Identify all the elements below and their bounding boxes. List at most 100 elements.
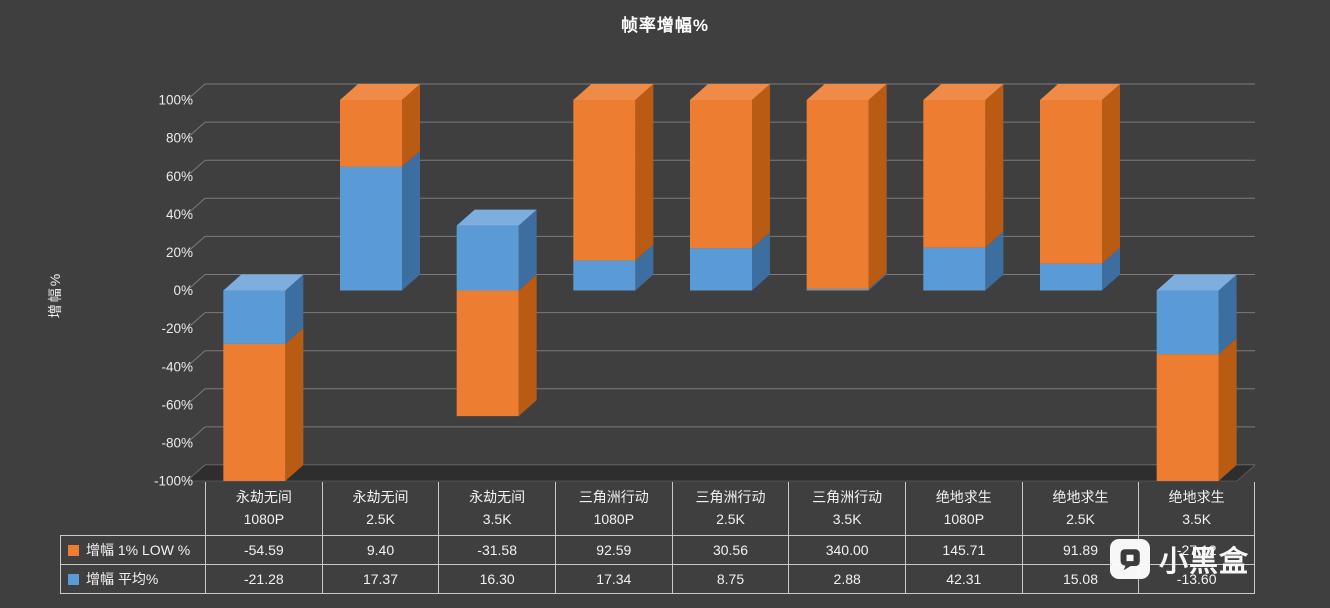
category-line1: 三角洲行动 xyxy=(578,488,649,505)
table-value: 8.75 xyxy=(671,565,789,594)
table-value: 30.56 xyxy=(671,536,789,565)
bar-top-face xyxy=(1040,84,1120,100)
data-table: 永劫无间 1080P 永劫无间 2.5K 永劫无间 3.5K 三角洲行动 1080P 三角洲行动… xyxy=(60,482,1255,594)
bar-segment xyxy=(1156,290,1219,355)
category-line1: 永劫无间 xyxy=(352,488,409,505)
category-label: 三角洲行动 3.5K xyxy=(788,482,905,536)
bar-side-face xyxy=(518,209,537,291)
table-value: 92.59 xyxy=(554,536,672,565)
category-line2: 2.5K xyxy=(366,510,395,527)
bar-side-face xyxy=(635,84,654,261)
y-tick-label: -20% xyxy=(161,321,193,336)
category-label: 绝地求生 3.5K xyxy=(1138,482,1255,536)
bar-top-face xyxy=(456,209,537,226)
bar-side-face xyxy=(752,232,770,291)
category-label: 永劫无间 1080P xyxy=(205,482,322,536)
bar-side-face xyxy=(868,84,887,289)
category-line2: 2.5K xyxy=(716,510,745,527)
gridline-wall-joint xyxy=(186,274,206,291)
table-value: -13.60 xyxy=(1138,565,1255,594)
gridline-wall-joint xyxy=(186,388,206,406)
table-value: 91.89 xyxy=(1021,536,1139,565)
bar-top-face xyxy=(806,84,887,100)
category-line1: 永劫无间 xyxy=(469,488,526,505)
bar-segment xyxy=(690,248,752,291)
bar-segment xyxy=(923,247,986,291)
gridline-wall-joint xyxy=(186,121,206,139)
bar-segment xyxy=(223,343,286,481)
category-line1: 绝地求生 xyxy=(1168,488,1225,505)
y-tick-label: 20% xyxy=(166,245,193,260)
bar-side-face xyxy=(1102,247,1120,291)
bar-top-face xyxy=(340,84,420,100)
bar-segment xyxy=(1040,100,1102,264)
category-line2: 2.5K xyxy=(1066,510,1095,527)
bar-segment xyxy=(573,260,636,291)
y-tick-label: 100% xyxy=(158,93,193,108)
bar-top-face xyxy=(923,84,1004,100)
bar-top-face xyxy=(223,274,304,291)
bar-segment xyxy=(223,290,286,344)
chart-floor xyxy=(186,464,1256,482)
y-tick-label: -80% xyxy=(161,435,193,450)
gridline-wall-joint xyxy=(186,197,206,215)
bar-side-face xyxy=(285,327,304,481)
bar-side-face xyxy=(985,231,1004,291)
bar-segment xyxy=(806,100,869,289)
gridline-wall-joint xyxy=(186,83,206,101)
category-line1: 绝地求生 xyxy=(1052,488,1109,505)
bar-segment xyxy=(456,290,519,417)
legend-swatch xyxy=(68,573,79,585)
category-line1: 三角洲行动 xyxy=(812,488,883,505)
category-line2: 1080P xyxy=(593,510,635,527)
legend-label: 增幅 1% LOW % xyxy=(86,542,191,558)
table-value: 9.40 xyxy=(321,536,439,565)
bar-segment xyxy=(923,100,986,248)
y-tick-label: 40% xyxy=(166,207,193,222)
bar-side-face xyxy=(1218,338,1237,481)
category-label: 永劫无间 3.5K xyxy=(438,482,555,536)
table-value: 145.71 xyxy=(904,536,1022,565)
category-line1: 三角洲行动 xyxy=(695,488,766,505)
category-label: 绝地求生 2.5K xyxy=(1021,482,1139,536)
table-value: 2.88 xyxy=(788,565,905,594)
category-line2: 1080P xyxy=(943,510,985,527)
bar-side-face xyxy=(752,84,770,249)
y-tick-label: -40% xyxy=(161,359,193,374)
bar-side-face xyxy=(402,84,420,167)
bar-segment xyxy=(456,225,519,291)
category-label: 三角洲行动 2.5K xyxy=(671,482,789,536)
category-label: 三角洲行动 1080P xyxy=(554,482,672,536)
category-line1: 永劫无间 xyxy=(235,488,292,505)
gridline-wall-joint xyxy=(186,426,206,444)
bar-side-face xyxy=(985,84,1004,248)
category-label: 绝地求生 1080P xyxy=(904,482,1022,536)
table-value: -21.28 xyxy=(205,565,322,594)
bar-top-face xyxy=(690,84,770,100)
bar-side-face xyxy=(1218,274,1237,355)
watermark: 小黑盒 xyxy=(1110,538,1249,580)
table-value: 42.31 xyxy=(904,565,1022,594)
category-line2: 3.5K xyxy=(832,510,862,527)
heybox-glyph xyxy=(1120,549,1140,571)
y-tick-label: -100% xyxy=(154,474,193,489)
bar-side-face xyxy=(868,272,887,291)
table-value: 16.30 xyxy=(438,565,555,594)
bar-segment xyxy=(690,100,752,249)
table-value: -31.58 xyxy=(438,536,555,565)
bar-side-face xyxy=(635,244,654,291)
table-value: 17.37 xyxy=(321,565,439,594)
y-tick-label: 0% xyxy=(173,283,193,298)
bar-side-face xyxy=(518,274,537,417)
bar-side-face xyxy=(285,274,304,344)
chart-title: 帧率增幅% xyxy=(620,16,710,35)
bar-top-face xyxy=(573,84,654,100)
bar-side-face xyxy=(1102,84,1120,264)
category-line1: 绝地求生 xyxy=(935,488,992,505)
bar-segment xyxy=(1156,354,1219,481)
legend-swatch xyxy=(68,544,79,556)
table-value: 17.34 xyxy=(554,565,672,594)
category-label: 永劫无间 2.5K xyxy=(321,482,439,536)
table-value: -54.59 xyxy=(205,536,322,565)
